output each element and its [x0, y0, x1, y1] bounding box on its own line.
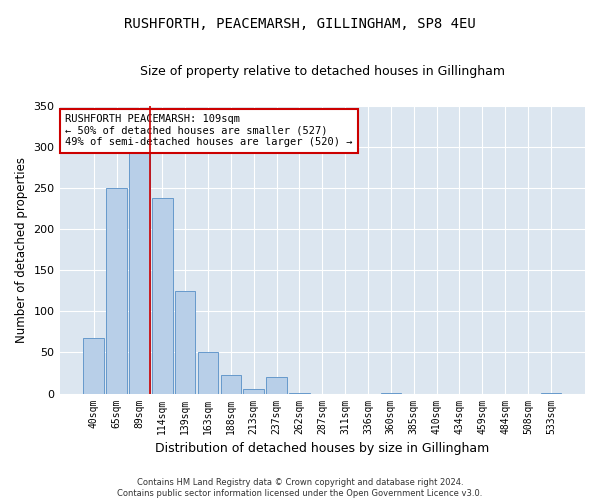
Bar	[198, 352, 218, 394]
Bar	[83, 338, 104, 394]
Bar	[289, 392, 310, 394]
Bar	[541, 392, 561, 394]
Text: RUSHFORTH, PEACEMARSH, GILLINGHAM, SP8 4EU: RUSHFORTH, PEACEMARSH, GILLINGHAM, SP8 4…	[124, 18, 476, 32]
Text: Contains HM Land Registry data © Crown copyright and database right 2024.
Contai: Contains HM Land Registry data © Crown c…	[118, 478, 482, 498]
Bar	[106, 188, 127, 394]
Title: Size of property relative to detached houses in Gillingham: Size of property relative to detached ho…	[140, 65, 505, 78]
Bar	[129, 152, 150, 394]
Bar	[221, 376, 241, 394]
Text: RUSHFORTH PEACEMARSH: 109sqm
← 50% of detached houses are smaller (527)
49% of s: RUSHFORTH PEACEMARSH: 109sqm ← 50% of de…	[65, 114, 352, 148]
Y-axis label: Number of detached properties: Number of detached properties	[15, 156, 28, 342]
Bar	[244, 390, 264, 394]
Bar	[266, 377, 287, 394]
Bar	[175, 290, 196, 394]
X-axis label: Distribution of detached houses by size in Gillingham: Distribution of detached houses by size …	[155, 442, 490, 455]
Bar	[380, 392, 401, 394]
Bar	[152, 198, 173, 394]
